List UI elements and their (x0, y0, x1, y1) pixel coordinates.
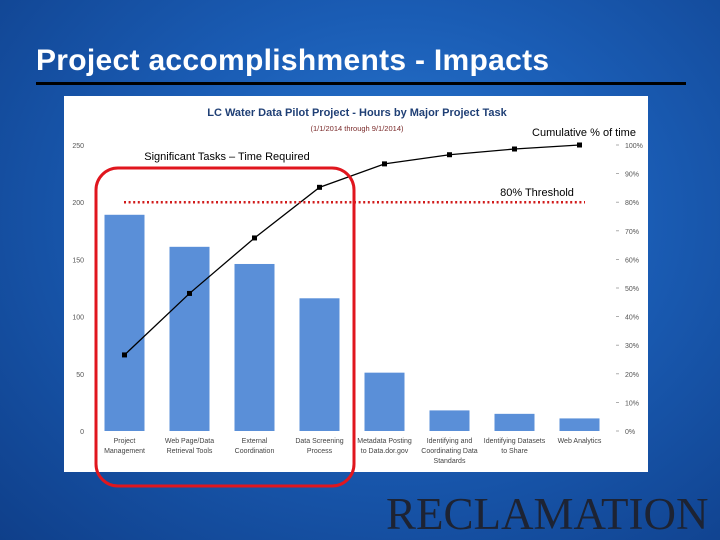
y2-tick-label: 50% (625, 286, 639, 293)
y-tick-label: 200 (72, 200, 84, 207)
significant-tasks-label: Significant Tasks – Time Required (144, 151, 310, 163)
bar (559, 418, 600, 431)
y-tick-label: 250 (72, 143, 84, 150)
y2-tick-label: 20% (625, 372, 639, 379)
x-tick-label: Web Analytics (558, 438, 602, 445)
chart-subtitle: (1/1/2014 through 9/1/2014) (311, 124, 404, 133)
x-tick-label: Project Management (104, 438, 145, 455)
bar (429, 410, 470, 431)
y2-tick-label: 80% (625, 200, 639, 207)
cumulative-point (187, 290, 192, 296)
y-tick-label: 150 (72, 257, 84, 264)
bar (494, 413, 535, 431)
y-tick-label: 0 (80, 429, 84, 436)
chart-panel (64, 96, 648, 472)
cumulative-point (252, 235, 257, 241)
cumulative-point (122, 352, 127, 358)
y2-tick-label: 90% (625, 172, 639, 179)
y-tick-label: 100 (72, 315, 84, 322)
slide-title: Project accomplishments - Impacts (36, 44, 550, 77)
y2-tick-label: 60% (625, 257, 639, 264)
chart-title: LC Water Data Pilot Project - Hours by M… (207, 107, 507, 119)
cumulative-point (317, 184, 322, 190)
right-axis-ticks: 0% 10% 20% 30% 40% 50% 60% 70% 80% 90% 100% (616, 143, 643, 436)
y2-tick-label: 30% (625, 343, 639, 350)
y2-tick-label: 0% (625, 429, 635, 436)
cumulative-line (124, 144, 580, 356)
cumulative-label: Cumulative % of time (532, 127, 636, 139)
x-tick-label: Identifying and Coordinating Data Standard… (421, 438, 478, 465)
cumulative-point (512, 146, 517, 152)
x-tick-label: Data Screening Process (295, 438, 343, 455)
y2-tick-label: 40% (625, 315, 639, 322)
bar (169, 246, 210, 431)
cumulative-point (382, 161, 387, 167)
y-tick-label: 50 (76, 372, 84, 379)
bar (364, 372, 405, 431)
reclamation-logo: RECLAMATION (386, 489, 709, 539)
significant-tasks-highlight (94, 166, 356, 488)
x-tick-label: Identifying Datasets to Share (484, 438, 546, 455)
cumulative-point (577, 142, 582, 148)
y2-tick-label: 70% (625, 229, 639, 236)
bar-series (104, 214, 600, 431)
x-tick-label: Metadata Posting to Data.dor.gov (357, 438, 412, 455)
title-underline (36, 82, 686, 85)
cumulative-series (122, 142, 582, 358)
y2-tick-label: 10% (625, 400, 639, 407)
bar (234, 263, 275, 431)
y2-tick-label: 100% (625, 143, 643, 150)
left-axis-ticks: 0 50 100 150 200 250 (72, 143, 84, 436)
threshold-label: 80% Threshold (500, 187, 574, 199)
bar (299, 298, 340, 431)
cumulative-point (447, 152, 452, 158)
category-labels: Project Management Web Page/Data Retrieval … (104, 438, 602, 465)
bar (104, 214, 145, 431)
x-tick-label: External Coordination (235, 438, 275, 455)
x-tick-label: Web Page/Data Retrieval Tools (165, 438, 214, 455)
